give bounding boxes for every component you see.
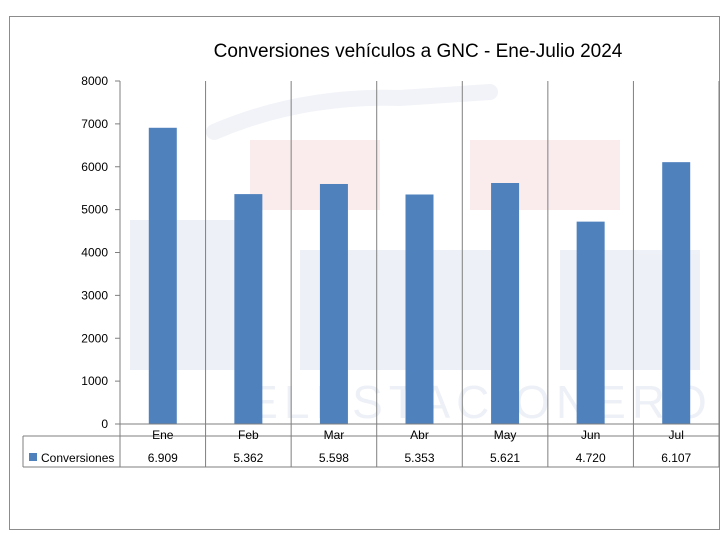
x-tick-label-mar: Mar (324, 428, 345, 442)
x-tick-label-may: May (494, 428, 517, 442)
data-label-mar: 5.598 (319, 451, 349, 465)
data-label-feb: 5.362 (233, 451, 263, 465)
x-tick-label-jun: Jun (581, 428, 600, 442)
y-tick-label: 3000 (81, 288, 108, 302)
y-tick-label: 5000 (81, 203, 108, 217)
data-label-may: 5.621 (490, 451, 520, 465)
bar-series-conversiones (148, 127, 691, 425)
y-tick-label: 8000 (81, 74, 108, 88)
y-tick-label: 4000 (81, 246, 108, 260)
bar-abr (405, 194, 434, 424)
x-tick-label-abr: Abr (410, 428, 429, 442)
data-label-ene: 6.909 (148, 451, 178, 465)
y-tick-label: 2000 (81, 331, 108, 345)
x-tick-label-jul: Jul (669, 428, 684, 442)
data-table: Ene 6.909 Feb 5.362 Mar 5.598 Abr 5.353 May 5.621… (22, 423, 719, 468)
bar-jul (662, 162, 691, 425)
legend-label: Conversiones (41, 451, 114, 465)
x-tick-label-ene: Ene (152, 428, 174, 442)
watermark-text: ELESTACIONERO (247, 376, 713, 428)
data-label-abr: 5.353 (404, 451, 434, 465)
bar-jun (576, 221, 605, 424)
legend-swatch (29, 453, 37, 461)
bar-ene (148, 127, 177, 425)
bar-may (491, 182, 520, 424)
data-label-jun: 4.720 (576, 451, 606, 465)
y-tick-label: 1000 (81, 374, 108, 388)
chart-title: Conversiones vehículos a GNC - Ene-Julio… (214, 41, 623, 62)
y-tick-label: 7000 (81, 117, 108, 131)
y-axis: 0 1000 2000 3000 4000 5000 6000 7000 8000 (81, 74, 121, 431)
bar-mar (319, 183, 348, 424)
x-tick-label-feb: Feb (238, 428, 259, 442)
bar-feb (234, 194, 263, 424)
category-gridlines (205, 81, 720, 467)
y-tick-label: 0 (101, 417, 108, 431)
y-tick-label: 6000 (81, 160, 108, 174)
data-label-jul: 6.107 (661, 451, 691, 465)
